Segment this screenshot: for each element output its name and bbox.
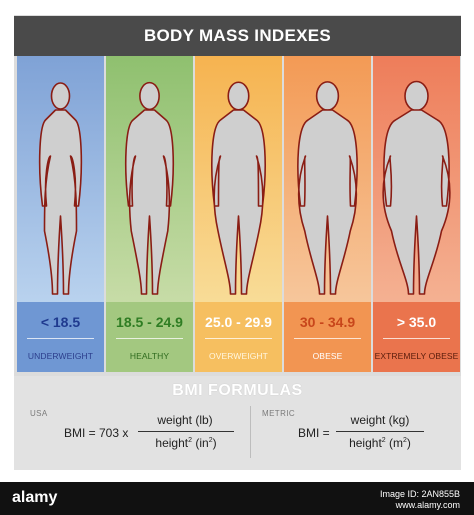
bmi-category-label: EXTREMELY OBESE [374,351,459,361]
page-title: BODY MASS INDEXES [14,16,461,56]
formula-panel: BMI FORMULAS USA BMI = 703 x weight (lb)… [14,376,461,470]
band-divider [294,338,361,339]
bmi-column-2: 18.5 - 24.9 HEALTHY [106,56,193,372]
body-shape [211,109,266,295]
body-silhouette-icon [38,82,83,295]
band-divider [27,338,94,339]
bmi-range: 25.0 - 29.9 [205,314,272,330]
alamy-logo: alamy [12,489,58,506]
range-band [373,302,460,372]
metric-lhs: BMI = [298,426,330,440]
metric-label: METRIC [262,409,296,418]
formula-divider [250,406,251,458]
image-id: Image ID: 2AN855B www.alamy.com [380,489,460,511]
band-divider [383,338,450,339]
site-line: www.alamy.com [395,500,460,510]
bmi-column-5: > 35.0 EXTREMELY OBESE [373,56,460,372]
metric-numerator: weight (kg) [350,413,410,427]
head-shape [50,82,71,110]
body-silhouette-icon [297,81,358,295]
body-shape [124,109,175,295]
body-silhouette-icon [382,80,451,295]
body-shape [38,109,83,295]
bmi-column-3: 25.0 - 29.9 OVERWEIGHT [195,56,282,372]
body-silhouette-icon [211,81,266,295]
band-divider [116,338,183,339]
metric-fraction-line [336,431,424,432]
body-shape [382,109,451,295]
bmi-category-label: UNDERWEIGHT [27,351,94,361]
bmi-range: < 18.5 [40,314,81,330]
bmi-category-label: OVERWEIGHT [209,351,268,361]
head-shape [139,81,160,111]
usa-numerator: weight (lb) [157,413,213,427]
head-shape [315,81,340,111]
image-id-line: Image ID: 2AN855B [379,489,460,499]
bmi-category-label: OBESE [312,351,343,361]
band-divider [205,338,272,339]
usa-denominator: height2 (in2) [155,436,217,450]
usa-fraction-line [138,431,234,432]
range-band [106,302,193,372]
range-band [284,302,371,372]
body-silhouette-icon [124,81,175,295]
footer-bar [0,482,474,515]
body-shape [297,109,358,295]
head-shape [404,80,429,112]
range-band [17,302,104,372]
formula-title: BMI FORMULAS [172,382,303,399]
usa-label: USA [30,409,48,418]
bmi-column-4: 30 - 34.9 OBESE [284,56,371,372]
usa-lhs: BMI = 703 x [64,426,129,440]
head-shape [227,81,250,111]
bmi-category-label: HEALTHY [129,351,170,361]
bmi-range: > 35.0 [396,314,437,330]
range-band [195,302,282,372]
bmi-range: 18.5 - 24.9 [116,314,183,330]
bmi-range: 30 - 34.9 [299,314,356,330]
metric-denominator: height2 (m2) [349,436,411,450]
bmi-column-1: < 18.5 UNDERWEIGHT [17,56,104,372]
